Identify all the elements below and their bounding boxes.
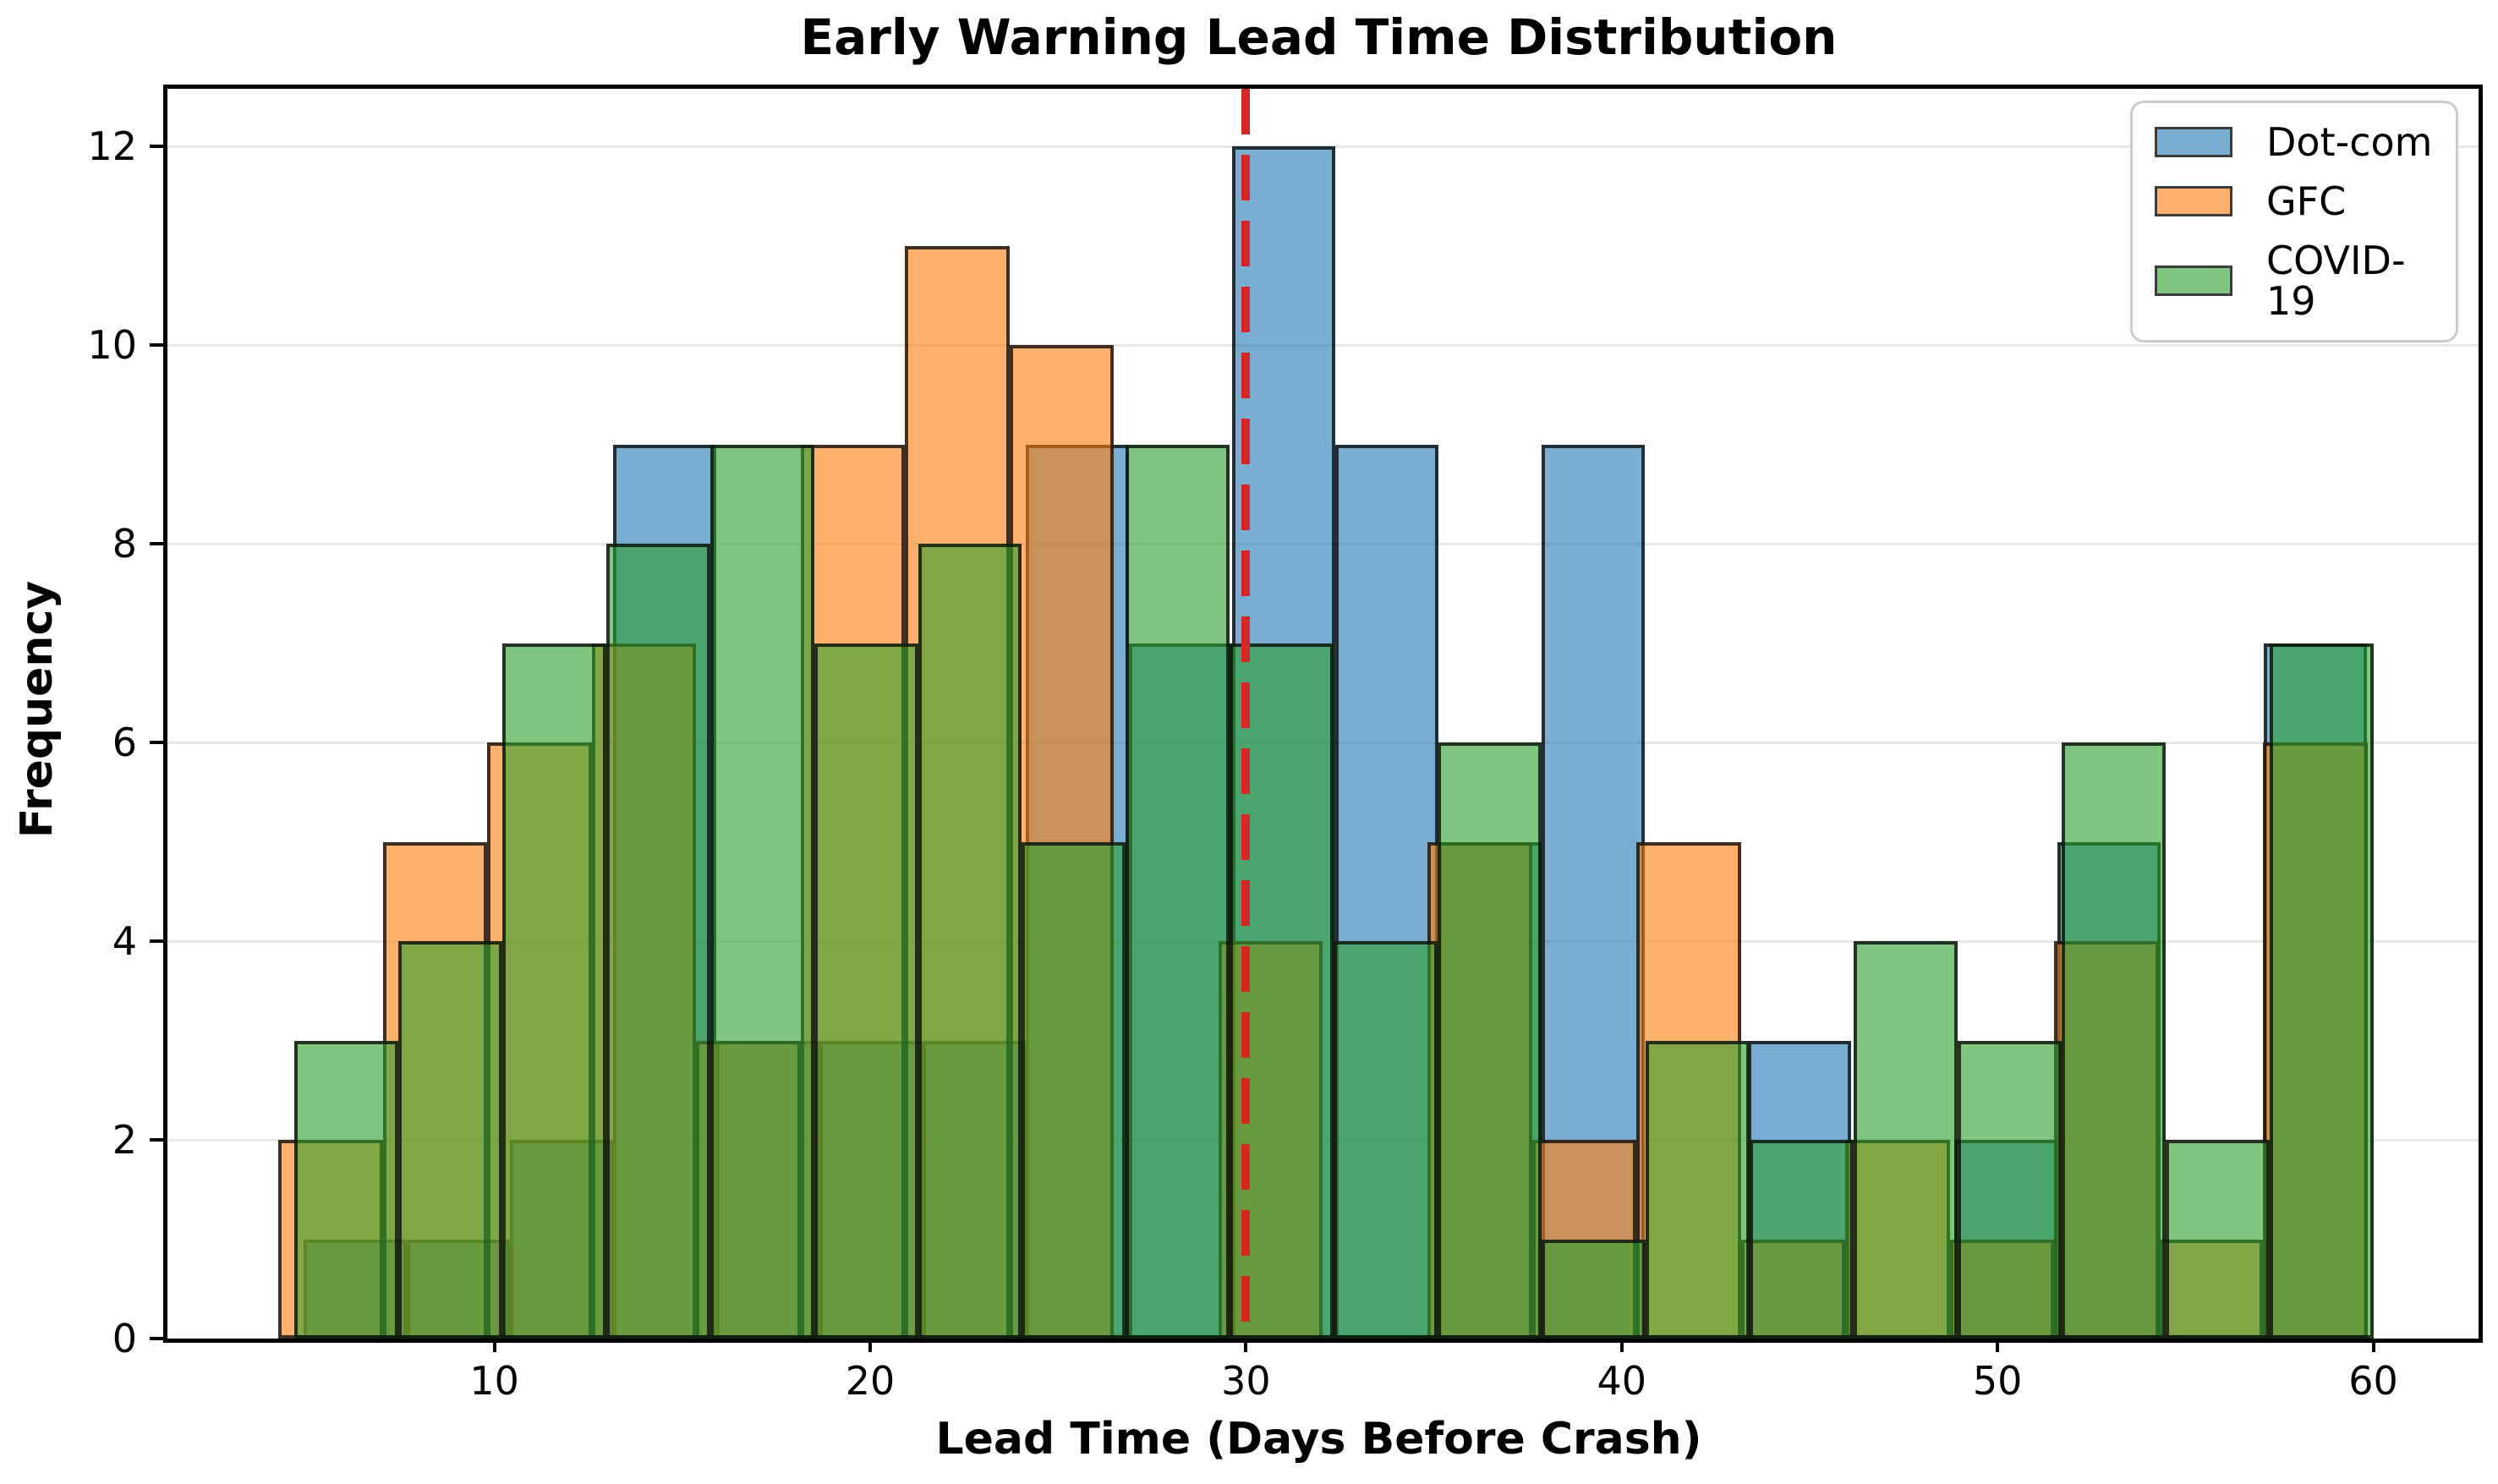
y-axis-label: Frequency (12, 580, 63, 839)
bar-covid19-bin2 (397, 941, 502, 1339)
bar-covid19-bin18 (2062, 742, 2167, 1339)
chart-title: Early Warning Lead Time Distribution (800, 8, 1838, 66)
y-tick-6 (150, 741, 163, 745)
y-tick-10 (150, 343, 163, 348)
x-tick-label-40: 40 (1597, 1358, 1647, 1404)
y-tick-2 (150, 1138, 163, 1142)
legend-label-gfc: GFC (2266, 178, 2347, 224)
bar-covid19-bin14 (1646, 1040, 1750, 1339)
y-tick-label-12: 12 (87, 123, 137, 170)
x-tick-label-30: 30 (1221, 1358, 1271, 1404)
x-tick-label-20: 20 (845, 1358, 896, 1404)
plot-area (163, 85, 2483, 1343)
legend-swatch-dotcom (2155, 127, 2232, 157)
legend-item-dotcom: Dot-com (2155, 122, 2434, 162)
legend: Dot-com GFC COVID-19 (2130, 101, 2458, 342)
x-tick-30 (1244, 1339, 1248, 1352)
x-tick-40 (1619, 1339, 1624, 1352)
bar-covid19-bin16 (1854, 941, 1958, 1339)
x-tick-60 (2371, 1339, 2375, 1352)
legend-item-gfc: GFC (2155, 181, 2434, 222)
x-axis-label: Lead Time (Days Before Crash) (935, 1414, 1702, 1465)
bar-covid19-bin19 (2166, 1140, 2271, 1339)
bar-covid19-bin5 (709, 444, 814, 1339)
x-tick-label-50: 50 (1972, 1358, 2023, 1404)
x-tick-label-60: 60 (2348, 1358, 2398, 1404)
legend-label-dotcom: Dot-com (2266, 119, 2433, 165)
y-tick-12 (150, 145, 163, 149)
bar-covid19-bin12 (1438, 742, 1542, 1339)
x-tick-label-10: 10 (469, 1358, 519, 1404)
bar-covid19-bin17 (1958, 1040, 2062, 1339)
x-tick-50 (1996, 1339, 2000, 1352)
bar-covid19-bin6 (813, 643, 918, 1339)
bar-covid19-bin7 (918, 544, 1022, 1339)
y-tick-4 (150, 939, 163, 944)
bar-covid19-bin13 (1542, 1239, 1646, 1339)
x-tick-10 (492, 1339, 496, 1352)
x-tick-20 (868, 1339, 872, 1352)
y-tick-0 (150, 1337, 163, 1340)
threshold-vline-30-days (1241, 89, 1251, 1339)
y-tick-8 (150, 542, 163, 546)
legend-swatch-gfc (2155, 186, 2232, 216)
bar-covid19-bin9 (1126, 444, 1230, 1339)
y-tick-label-0: 0 (112, 1316, 137, 1361)
gridline-y-12 (167, 145, 2479, 148)
bar-covid19-bin3 (501, 643, 606, 1339)
y-tick-label-6: 6 (112, 720, 137, 766)
bar-covid19-bin11 (1334, 941, 1438, 1339)
y-tick-label-10: 10 (87, 322, 137, 369)
y-tick-label-8: 8 (112, 521, 137, 567)
bar-covid19-bin15 (1750, 1140, 1854, 1339)
legend-label-covid: COVID-19 (2266, 238, 2406, 324)
bar-covid19-bin4 (605, 544, 710, 1339)
legend-swatch-covid (2155, 266, 2232, 296)
y-tick-label-2: 2 (112, 1117, 137, 1164)
bar-covid19-bin8 (1022, 841, 1126, 1339)
bar-covid19-bin1 (293, 1040, 398, 1339)
y-tick-label-4: 4 (112, 918, 137, 965)
bar-covid19-bin20 (2270, 643, 2374, 1339)
legend-item-covid: COVID-19 (2155, 240, 2434, 321)
